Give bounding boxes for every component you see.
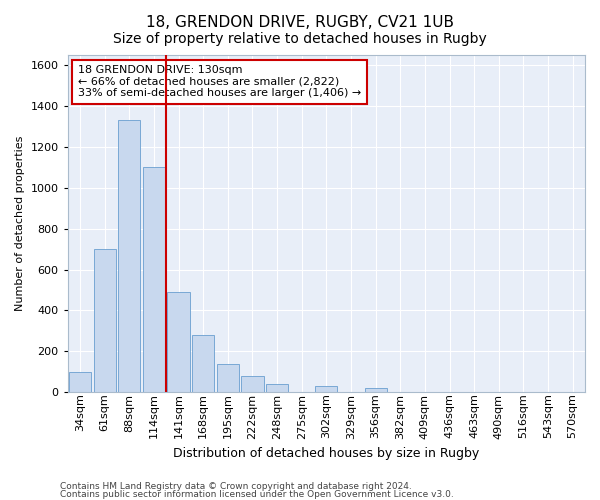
Text: Contains HM Land Registry data © Crown copyright and database right 2024.: Contains HM Land Registry data © Crown c… — [60, 482, 412, 491]
Text: 18, GRENDON DRIVE, RUGBY, CV21 1UB: 18, GRENDON DRIVE, RUGBY, CV21 1UB — [146, 15, 454, 30]
Bar — [241, 376, 263, 392]
Bar — [365, 388, 387, 392]
Text: Contains public sector information licensed under the Open Government Licence v3: Contains public sector information licen… — [60, 490, 454, 499]
Bar — [266, 384, 288, 392]
Bar — [118, 120, 140, 392]
Bar — [69, 372, 91, 392]
Y-axis label: Number of detached properties: Number of detached properties — [15, 136, 25, 312]
X-axis label: Distribution of detached houses by size in Rugby: Distribution of detached houses by size … — [173, 447, 479, 460]
Bar — [143, 168, 165, 392]
Bar — [94, 249, 116, 392]
Bar — [192, 335, 214, 392]
Bar — [315, 386, 337, 392]
Bar — [167, 292, 190, 392]
Bar — [217, 364, 239, 392]
Text: Size of property relative to detached houses in Rugby: Size of property relative to detached ho… — [113, 32, 487, 46]
Text: 18 GRENDON DRIVE: 130sqm
← 66% of detached houses are smaller (2,822)
33% of sem: 18 GRENDON DRIVE: 130sqm ← 66% of detach… — [78, 65, 361, 98]
